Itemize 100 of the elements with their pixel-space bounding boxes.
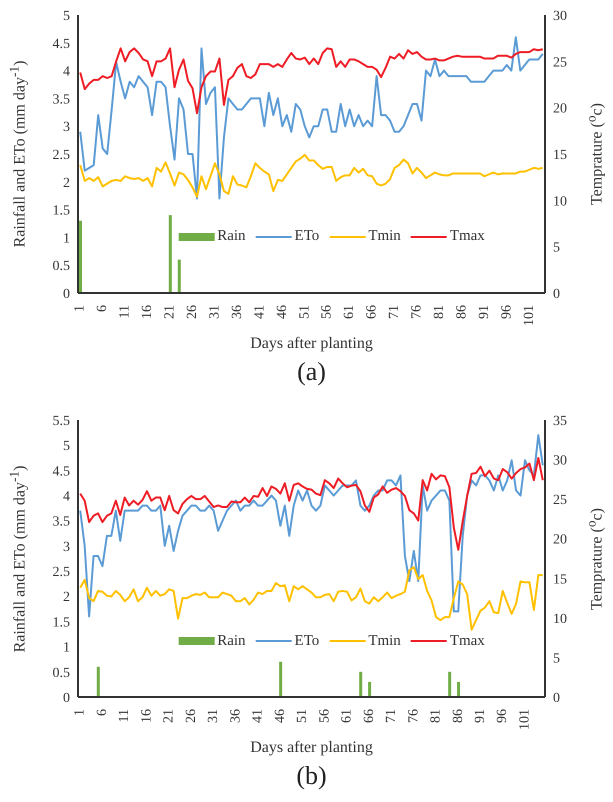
- line-series: [79, 566, 544, 631]
- y2-tick-label: 35: [553, 414, 567, 429]
- x-tick-label: 81: [428, 709, 444, 723]
- x-tick-label: 31: [207, 305, 222, 319]
- x-tick-label: 91: [473, 709, 488, 723]
- x-tick-label: 6: [94, 709, 110, 716]
- y2-tick-label: 5: [553, 240, 560, 256]
- x-tick-label: 76: [406, 709, 422, 723]
- line-series: [79, 36, 544, 200]
- legend-label: Tmin: [368, 228, 401, 246]
- y-tick-label: 2: [63, 590, 70, 606]
- y2-tick-label: 5: [553, 651, 560, 666]
- x-axis-title: Days after planting: [249, 739, 374, 757]
- y-tick-label: 2: [63, 176, 70, 191]
- bar: [448, 672, 452, 697]
- x-tick-label: 36: [228, 709, 244, 723]
- x-axis-title: Days after planting: [249, 335, 374, 353]
- y-tick-label: 3: [63, 540, 70, 555]
- x-tick-label: 11: [117, 709, 132, 722]
- y-tick-label: 0.5: [52, 666, 70, 681]
- line-series: [79, 47, 544, 114]
- x-tick-label: 51: [297, 305, 312, 319]
- x-tick-label: 46: [272, 709, 288, 723]
- x-tick-label: 76: [410, 305, 425, 319]
- y2-tick-label: 30: [553, 8, 567, 24]
- y-tick-label: 1.5: [52, 204, 70, 219]
- x-tick-label: 61: [340, 709, 355, 723]
- x-tick-label: 36: [230, 305, 245, 319]
- legend-label: ETo: [294, 228, 320, 246]
- y-tick-label: 4: [63, 64, 70, 80]
- y-tick-label: 4.5: [52, 464, 70, 480]
- y-tick-label: 1: [63, 640, 70, 656]
- x-tick-label: 26: [185, 305, 200, 319]
- x-tick-label: 56: [317, 709, 332, 723]
- x-tick-label: 101: [522, 305, 537, 326]
- x-tick-label: 81: [432, 305, 447, 319]
- x-tick-label: 86: [454, 305, 470, 319]
- x-tick-label: 66: [364, 305, 380, 319]
- x-tick-label: 41: [250, 709, 266, 723]
- x-tick-label: 6: [95, 305, 110, 312]
- bar: [457, 682, 460, 697]
- x-tick-label: 86: [450, 709, 466, 723]
- x-tick-label: 16: [140, 305, 156, 319]
- x-tick-label: 61: [342, 305, 358, 319]
- line-series: [79, 154, 544, 198]
- y2-tick-label: 15: [553, 148, 567, 163]
- y2-tick-label: 10: [553, 612, 567, 627]
- x-tick-label: 71: [387, 305, 402, 319]
- x-tick-label: 91: [476, 305, 492, 319]
- x-tick-label: 11: [118, 305, 133, 318]
- bar: [279, 662, 282, 697]
- y-tick-label: 2.5: [52, 148, 70, 163]
- line-series: [79, 456, 544, 551]
- bar: [178, 260, 181, 293]
- x-tick-label: 71: [384, 709, 400, 723]
- y-tick-label: 0: [63, 690, 70, 706]
- y2-tick-label: 25: [553, 55, 567, 70]
- bar: [96, 666, 100, 697]
- y2-tick-label: 25: [553, 493, 567, 508]
- legend-label: Tmax: [450, 228, 485, 246]
- x-tick-label: 46: [274, 305, 290, 319]
- legend-label: ETo: [294, 632, 320, 650]
- x-tick-label: 101: [517, 709, 532, 730]
- y-tick-label: 5.5: [52, 414, 70, 429]
- y-tick-label: 0: [63, 286, 70, 302]
- bar: [79, 220, 82, 293]
- legend-label: Rain: [217, 632, 246, 650]
- text: (a): [296, 357, 327, 387]
- x-tick-label: 56: [320, 305, 335, 319]
- y-tick-label: 5: [63, 8, 70, 24]
- x-tick-label: 16: [139, 709, 154, 723]
- x-tick-label: 1: [72, 709, 88, 716]
- bar: [359, 672, 362, 697]
- y2-tick-label: 20: [553, 102, 567, 117]
- x-tick-label: 26: [184, 709, 199, 723]
- y2-tick-label: 20: [553, 532, 567, 548]
- line-series: [79, 434, 544, 618]
- y2-tick-label: 0: [553, 286, 560, 302]
- x-tick-label: 1: [72, 305, 88, 312]
- y-tick-label: 4: [63, 490, 70, 505]
- x-tick-label: 21: [162, 709, 177, 723]
- x-tick-label: 21: [162, 305, 178, 319]
- y2-tick-label: 10: [553, 194, 567, 210]
- y-tick-label: 1.5: [52, 615, 70, 630]
- y-tick-label: 4.5: [52, 36, 70, 52]
- legend-label: Tmin: [368, 632, 401, 650]
- x-tick-label: 41: [252, 305, 268, 319]
- x-tick-label: 66: [362, 709, 377, 723]
- y-tick-label: 0.5: [52, 259, 70, 274]
- x-tick-label: 96: [499, 305, 514, 319]
- y2-tick-label: 0: [553, 690, 560, 706]
- y-tick-label: 1: [63, 231, 70, 246]
- bar: [368, 682, 372, 697]
- x-tick-label: 31: [206, 709, 222, 723]
- y-tick-label: 3.5: [52, 92, 70, 108]
- text: (b): [295, 761, 328, 791]
- y2-tick-label: 30: [553, 454, 567, 469]
- y2-tick-label: 15: [553, 572, 567, 588]
- legend-label: Tmax: [450, 632, 485, 650]
- y-tick-label: 2.5: [52, 565, 70, 580]
